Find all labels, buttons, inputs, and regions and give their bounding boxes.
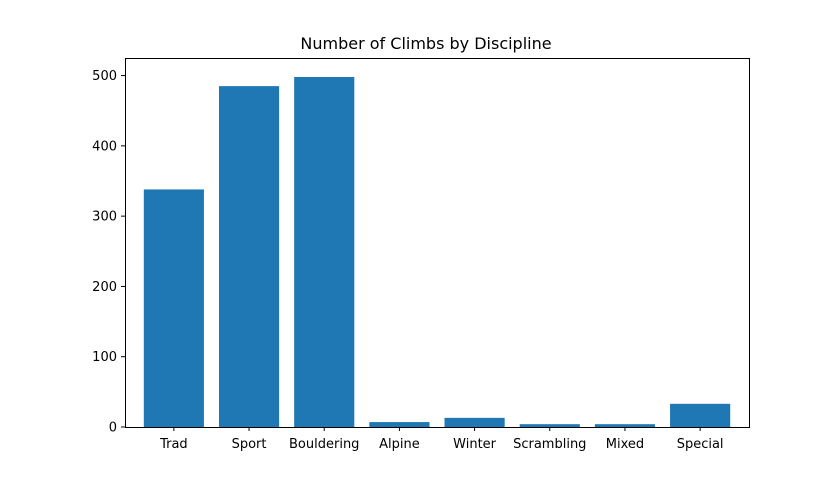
chart-title: Number of Climbs by Discipline xyxy=(300,34,551,53)
bar-trad xyxy=(143,189,204,427)
bars-group xyxy=(143,76,731,427)
bar-alpine xyxy=(369,422,430,427)
x-tick-label: Bouldering xyxy=(289,437,359,452)
y-tick-label: 300 xyxy=(92,210,117,225)
bar-sport xyxy=(218,86,280,427)
x-axis-ticks: Trad Sport Bouldering Alpine Winter Scramblin… xyxy=(159,427,724,452)
bar-mixed xyxy=(594,424,656,427)
bar-winter xyxy=(444,417,505,427)
x-tick-label: Special xyxy=(677,437,724,452)
y-axis-ticks: 0 100 200 300 400 500 xyxy=(92,69,125,436)
x-tick-label: Scrambling xyxy=(513,437,586,452)
bar-special xyxy=(670,403,731,427)
bar-scrambling xyxy=(519,424,580,427)
y-tick-label: 400 xyxy=(92,139,117,154)
bar-bouldering xyxy=(294,76,355,427)
y-tick-label: 200 xyxy=(92,280,117,295)
x-tick-label: Alpine xyxy=(379,437,420,452)
x-tick-label: Sport xyxy=(232,437,267,452)
y-tick-label: 100 xyxy=(92,350,117,365)
x-tick-label: Winter xyxy=(453,437,497,452)
y-tick-label: 0 xyxy=(109,421,117,436)
x-tick-label: Trad xyxy=(159,437,188,452)
x-tick-label: Mixed xyxy=(606,437,644,452)
y-tick-label: 500 xyxy=(92,69,117,84)
plot-area-frame xyxy=(125,58,750,428)
